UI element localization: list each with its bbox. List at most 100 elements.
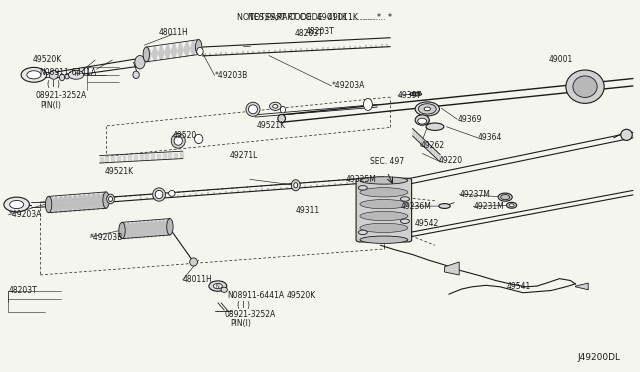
- Text: N: N: [216, 283, 220, 289]
- Text: 49231M: 49231M: [473, 202, 504, 211]
- Ellipse shape: [621, 129, 632, 140]
- Ellipse shape: [65, 74, 69, 79]
- Text: 49220: 49220: [438, 156, 462, 165]
- Polygon shape: [445, 262, 460, 275]
- Ellipse shape: [426, 123, 444, 131]
- Ellipse shape: [248, 105, 257, 114]
- Ellipse shape: [278, 115, 285, 123]
- Ellipse shape: [167, 219, 173, 235]
- Ellipse shape: [109, 196, 113, 202]
- Ellipse shape: [119, 222, 125, 238]
- Ellipse shape: [358, 186, 367, 190]
- Ellipse shape: [358, 230, 367, 235]
- Ellipse shape: [135, 55, 145, 69]
- Ellipse shape: [246, 102, 260, 116]
- Text: 48203T: 48203T: [8, 286, 37, 295]
- Ellipse shape: [196, 47, 203, 55]
- Ellipse shape: [360, 223, 408, 232]
- Text: 08921-3252A: 08921-3252A: [224, 311, 275, 320]
- Ellipse shape: [60, 74, 65, 81]
- Text: 49001: 49001: [548, 55, 573, 64]
- Text: NOTES;PART CODE  49011K .......... *: NOTES;PART CODE 49011K .......... *: [248, 13, 392, 22]
- Text: 48011H: 48011H: [158, 28, 188, 37]
- Text: 49397: 49397: [398, 91, 422, 100]
- Text: ( I ): ( I ): [237, 301, 250, 310]
- Ellipse shape: [153, 188, 166, 201]
- Text: 49262: 49262: [420, 141, 444, 151]
- Ellipse shape: [273, 105, 278, 108]
- Ellipse shape: [103, 192, 109, 208]
- Ellipse shape: [280, 106, 285, 113]
- Text: *49203A: *49203A: [332, 81, 365, 90]
- Circle shape: [4, 197, 29, 212]
- Ellipse shape: [415, 115, 429, 125]
- Ellipse shape: [415, 102, 440, 116]
- Ellipse shape: [413, 93, 419, 95]
- Ellipse shape: [410, 92, 422, 96]
- Text: 49521K: 49521K: [105, 167, 134, 176]
- Ellipse shape: [360, 211, 408, 221]
- Ellipse shape: [291, 180, 300, 191]
- Text: 49520K: 49520K: [33, 55, 62, 64]
- Text: 49311: 49311: [296, 206, 320, 215]
- Text: N08911-6441A: N08911-6441A: [227, 291, 285, 300]
- Text: 49521K: 49521K: [256, 122, 285, 131]
- Polygon shape: [575, 283, 588, 290]
- Text: J49200DL: J49200DL: [577, 353, 620, 362]
- FancyBboxPatch shape: [356, 178, 412, 242]
- Ellipse shape: [401, 197, 410, 201]
- Ellipse shape: [174, 137, 182, 145]
- Ellipse shape: [195, 39, 202, 54]
- Ellipse shape: [360, 236, 408, 243]
- Ellipse shape: [169, 190, 175, 196]
- Circle shape: [213, 283, 222, 289]
- Text: 49369: 49369: [458, 115, 482, 124]
- Ellipse shape: [195, 134, 203, 144]
- Text: 48203T: 48203T: [294, 29, 323, 38]
- Text: 49237M: 49237M: [460, 190, 490, 199]
- Ellipse shape: [221, 287, 227, 292]
- Ellipse shape: [500, 195, 509, 200]
- Ellipse shape: [45, 196, 52, 213]
- Text: 49236M: 49236M: [401, 202, 432, 211]
- Text: N08911-6441A: N08911-6441A: [39, 68, 96, 77]
- Text: 48203T: 48203T: [306, 26, 334, 36]
- Circle shape: [21, 67, 47, 82]
- Text: *49203A: *49203A: [8, 211, 42, 219]
- Text: *49203B: *49203B: [90, 232, 124, 242]
- Ellipse shape: [498, 193, 512, 201]
- Text: PIN(I): PIN(I): [40, 101, 61, 110]
- Ellipse shape: [506, 202, 516, 208]
- Ellipse shape: [419, 104, 436, 114]
- Text: ( I ): ( I ): [47, 80, 60, 89]
- Ellipse shape: [509, 204, 514, 207]
- Ellipse shape: [424, 107, 431, 111]
- Text: N: N: [74, 72, 78, 77]
- Text: 49271L: 49271L: [229, 151, 258, 160]
- Ellipse shape: [360, 187, 408, 197]
- Text: 49520: 49520: [173, 131, 197, 141]
- Circle shape: [68, 70, 84, 79]
- Circle shape: [10, 201, 24, 209]
- Ellipse shape: [439, 203, 451, 208]
- Ellipse shape: [364, 99, 372, 110]
- Text: 49364: 49364: [477, 133, 502, 142]
- Ellipse shape: [418, 118, 427, 124]
- Ellipse shape: [360, 177, 408, 184]
- Ellipse shape: [143, 47, 150, 62]
- Ellipse shape: [172, 134, 185, 148]
- Ellipse shape: [269, 102, 281, 110]
- Text: 49325M: 49325M: [346, 175, 376, 184]
- Ellipse shape: [360, 199, 408, 209]
- Ellipse shape: [401, 219, 410, 224]
- Ellipse shape: [566, 70, 604, 103]
- Text: SEC. 497: SEC. 497: [370, 157, 404, 166]
- Text: 49542: 49542: [415, 219, 439, 228]
- Ellipse shape: [294, 183, 298, 188]
- Ellipse shape: [133, 71, 140, 78]
- Ellipse shape: [156, 190, 163, 199]
- Ellipse shape: [189, 258, 197, 266]
- Ellipse shape: [49, 70, 58, 79]
- Text: 48011H: 48011H: [182, 275, 212, 284]
- Text: PIN(I): PIN(I): [230, 320, 252, 328]
